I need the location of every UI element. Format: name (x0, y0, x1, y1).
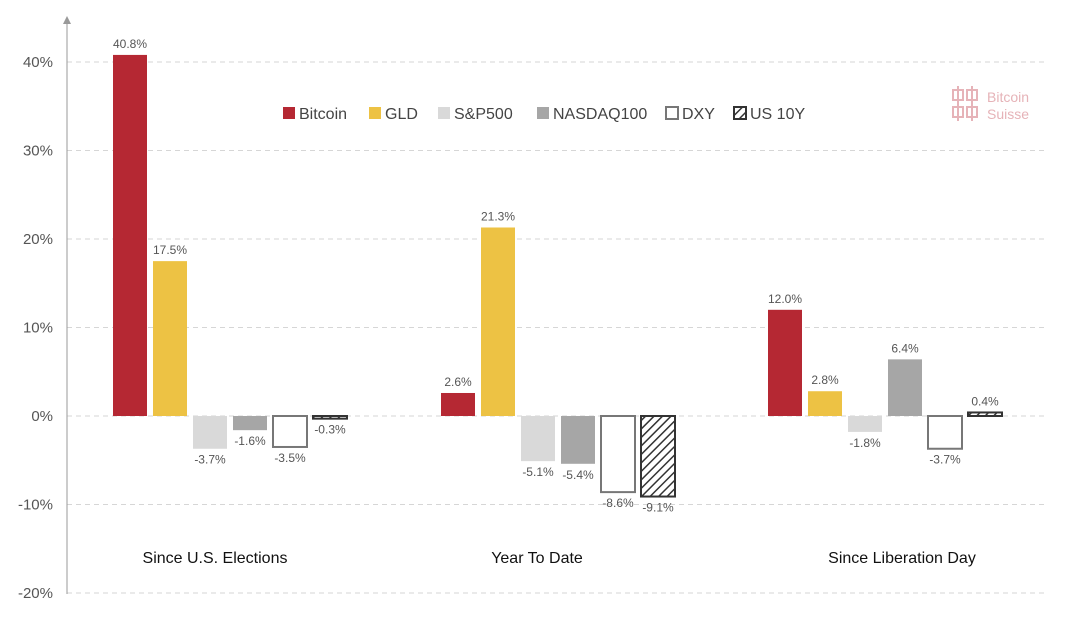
y-tick-label: -20% (18, 585, 53, 602)
bar-gld-since-liberation-day (808, 391, 842, 416)
legend-item-bitcoin: Bitcoin (283, 106, 347, 123)
bar-dxy-since-u-s-elections (272, 415, 308, 448)
data-label-sandp500-year-to-date: -5.1% (522, 465, 554, 479)
brand-name-line1: Bitcoin (987, 89, 1029, 105)
data-label-bitcoin-since-liberation-day: 12.0% (768, 292, 802, 306)
bar-nasdaq100-year-to-date (561, 416, 595, 464)
data-label-us-10y-year-to-date: -9.1% (642, 501, 674, 515)
bar-sandp500-since-u-s-elections (193, 416, 227, 449)
data-label-dxy-since-liberation-day: -3.7% (929, 453, 961, 467)
data-label-us-10y-since-liberation-day: 0.4% (971, 394, 999, 408)
data-label-sandp500-since-u-s-elections: -3.7% (194, 453, 226, 467)
bar-bitcoin-since-u-s-elections (113, 54, 147, 417)
data-label-dxy-since-u-s-elections: -3.5% (274, 451, 306, 465)
bar-sandp500-since-liberation-day (848, 416, 882, 432)
legend: Bitcoin GLD S&P500 NASDAQ100 DXY US 10Y (283, 106, 805, 123)
bar-sandp500-year-to-date (521, 416, 555, 462)
y-tick-label: 30% (23, 143, 53, 160)
bar-gld-since-u-s-elections (153, 261, 187, 416)
legend-swatch (438, 107, 450, 119)
legend-label: GLD (385, 106, 418, 123)
data-label-gld-since-u-s-elections: 17.5% (153, 243, 187, 257)
bar-dxy-year-to-date (600, 415, 636, 494)
category-label: Since Liberation Day (828, 550, 976, 567)
legend-swatch (369, 107, 381, 119)
y-tick-label: -10% (18, 497, 53, 514)
y-axis-arrow-icon (63, 16, 71, 24)
y-tick-label: 0% (31, 408, 53, 425)
bar-gld-year-to-date (481, 227, 515, 416)
brand-logo: Bitcoin Suisse (952, 86, 1029, 122)
legend-swatch (537, 107, 549, 119)
bar-dxy-since-liberation-day (927, 415, 963, 450)
legend-label: Bitcoin (299, 106, 347, 123)
bitcoin-suisse-logo-icon (952, 86, 978, 121)
bar-nasdaq100-since-liberation-day (888, 359, 922, 416)
bar-bitcoin-year-to-date (441, 392, 475, 416)
legend-item-nasdaq100: NASDAQ100 (537, 106, 647, 123)
category-labels: Since U.S. Elections Year To Date Since Li… (143, 550, 976, 567)
y-axis (63, 16, 71, 594)
data-label-gld-since-liberation-day: 2.8% (811, 373, 839, 387)
bar-us-10y-since-u-s-elections (312, 415, 348, 420)
legend-item-dxy: DXY (665, 106, 715, 123)
legend-item-us-10y: US 10Y (733, 106, 805, 123)
data-label-dxy-year-to-date: -8.6% (602, 496, 634, 510)
bar-nasdaq100-since-u-s-elections (233, 416, 267, 431)
brand-name-line2: Suisse (987, 106, 1029, 122)
bars (113, 54, 1003, 498)
data-label-nasdaq100-year-to-date: -5.4% (562, 468, 594, 482)
data-label-gld-year-to-date: 21.3% (481, 209, 515, 223)
bar-us-10y-year-to-date (640, 415, 676, 498)
data-label-bitcoin-year-to-date: 2.6% (444, 375, 472, 389)
data-label-nasdaq100-since-u-s-elections: -1.6% (234, 434, 266, 448)
legend-swatch (283, 107, 295, 119)
bar-us-10y-since-liberation-day (967, 411, 1003, 417)
legend-item-sandp500: S&P500 (438, 106, 513, 123)
legend-label: NASDAQ100 (553, 106, 647, 123)
data-label-sandp500-since-liberation-day: -1.8% (849, 436, 881, 450)
y-tick-labels: 40% 30% 20% 10% 0% -10% -20% (18, 54, 53, 602)
legend-label: S&P500 (454, 106, 513, 123)
legend-swatch (733, 106, 747, 120)
y-tick-label: 40% (23, 54, 53, 71)
legend-label: DXY (682, 106, 715, 123)
legend-item-gld: GLD (369, 106, 418, 123)
y-tick-label: 10% (23, 320, 53, 337)
y-tick-label: 20% (23, 231, 53, 248)
category-label: Year To Date (491, 550, 583, 567)
legend-swatch (665, 106, 679, 120)
category-label: Since U.S. Elections (143, 550, 288, 567)
data-label-us-10y-since-u-s-elections: -0.3% (314, 423, 346, 437)
data-label-nasdaq100-since-liberation-day: 6.4% (891, 341, 919, 355)
data-label-bitcoin-since-u-s-elections: 40.8% (113, 37, 147, 51)
grid-lines (67, 61, 1045, 594)
bar-bitcoin-since-liberation-day (768, 309, 802, 416)
data-labels: 40.8% 2.6% 12.0% 17.5% 21.3% 2.8% -3.7% -5.1% -1… (113, 37, 999, 515)
legend-label: US 10Y (750, 106, 805, 123)
